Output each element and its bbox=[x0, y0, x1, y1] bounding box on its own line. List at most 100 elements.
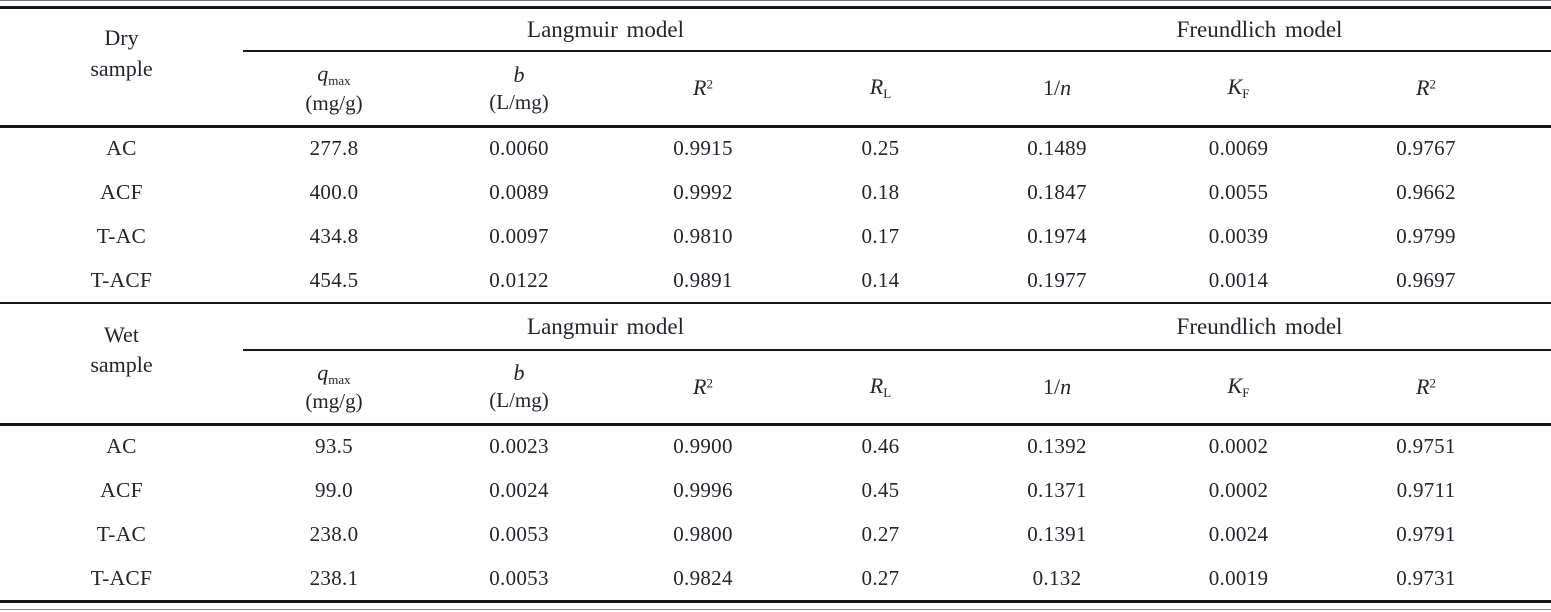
col-header-r2-freundlich: R2 bbox=[1331, 51, 1551, 128]
wet-sample-table: Wet sample Langmuir model Freundlich mod… bbox=[0, 304, 1551, 600]
dry-sample-table: Dry sample Langmuir model Freundlich mod… bbox=[0, 9, 1551, 302]
value-cell: 0.1392 bbox=[1027, 434, 1087, 459]
value-cell: 0.9767 bbox=[1396, 136, 1456, 161]
kf-subscript: F bbox=[1242, 86, 1250, 102]
value-cell: 0.27 bbox=[861, 521, 900, 546]
sample-label: AC bbox=[106, 434, 137, 459]
row-group-label-line2: sample bbox=[90, 55, 153, 81]
column-header-row: qmax (mg/g) b (L/mg) R2 RL 1/n KF R2 bbox=[0, 350, 1551, 426]
kf-subscript: F bbox=[1242, 384, 1250, 400]
col-header-kf: KF bbox=[1146, 350, 1331, 426]
col-header-1n: 1/n bbox=[968, 350, 1146, 426]
sample-label: ACF bbox=[100, 477, 143, 502]
value-cell: 0.18 bbox=[861, 179, 900, 204]
b-symbol: b bbox=[513, 61, 525, 87]
col-header-r2-freundlich: R2 bbox=[1331, 350, 1551, 426]
kf-symbol: K bbox=[1227, 74, 1243, 100]
qmax-subscript: max bbox=[328, 371, 351, 387]
value-cell: 0.9731 bbox=[1396, 565, 1456, 590]
value-cell: 238.1 bbox=[309, 565, 359, 590]
kf-symbol: K bbox=[1227, 372, 1243, 398]
value-cell: 0.0014 bbox=[1208, 267, 1269, 292]
value-cell: 0.0069 bbox=[1208, 136, 1269, 161]
sample-label: ACF bbox=[100, 179, 143, 204]
value-cell: 0.9751 bbox=[1396, 434, 1456, 459]
sample-label: AC bbox=[106, 136, 137, 161]
r2-symbol: R bbox=[1416, 75, 1430, 101]
r2-symbol: R bbox=[693, 373, 707, 399]
table-row: T-ACF 454.5 0.0122 0.9891 0.14 0.1977 0.0014 0.… bbox=[0, 258, 1551, 302]
qmax-subscript: max bbox=[328, 73, 351, 89]
r2-symbol: R bbox=[1416, 373, 1430, 399]
value-cell: 0.0023 bbox=[489, 434, 549, 459]
col-header-rl: RL bbox=[793, 51, 968, 128]
value-cell: 400.0 bbox=[309, 179, 359, 204]
n-symbol: n bbox=[1060, 373, 1072, 399]
col-header-r2-langmuir: R2 bbox=[613, 51, 793, 128]
group-header-langmuir: Langmuir model bbox=[243, 9, 968, 52]
group-header-freundlich: Freundlich model bbox=[968, 9, 1551, 52]
value-cell: 0.14 bbox=[861, 267, 900, 292]
r2-superscript: 2 bbox=[1429, 375, 1436, 391]
qmax-symbol: q bbox=[317, 61, 329, 87]
bottom-rule bbox=[0, 600, 1551, 603]
sample-label: T-ACF bbox=[90, 267, 153, 292]
value-cell: 0.0039 bbox=[1208, 223, 1269, 248]
value-cell: 0.9799 bbox=[1396, 223, 1456, 248]
column-header-row: qmax (mg/g) b (L/mg) R2 RL 1/n KF R2 bbox=[0, 51, 1551, 128]
rl-symbol: R bbox=[869, 372, 884, 398]
value-cell: 0.0024 bbox=[489, 477, 549, 502]
value-cell: 0.1391 bbox=[1027, 521, 1087, 546]
row-group-header-wet: Wet sample bbox=[0, 304, 243, 426]
qmax-unit: (mg/g) bbox=[305, 90, 363, 115]
row-group-label-line1: Dry bbox=[104, 25, 139, 51]
group-header-row: Dry sample Langmuir model Freundlich mod… bbox=[0, 9, 1551, 128]
table-row: ACF 99.0 0.0024 0.9996 0.45 0.1371 0.0002 0.971… bbox=[0, 468, 1551, 512]
rl-subscript: L bbox=[883, 86, 892, 102]
value-cell: 0.9711 bbox=[1396, 477, 1456, 502]
col-header-b: b (L/mg) bbox=[425, 51, 613, 128]
value-cell: 0.0089 bbox=[489, 179, 549, 204]
row-group-header-dry: Dry sample bbox=[0, 9, 243, 128]
b-symbol: b bbox=[513, 360, 525, 386]
value-cell: 93.5 bbox=[315, 434, 353, 459]
value-cell: 0.0060 bbox=[489, 136, 549, 161]
value-cell: 277.8 bbox=[309, 136, 359, 161]
value-cell: 0.9791 bbox=[1396, 521, 1456, 546]
top-rule bbox=[0, 6, 1551, 9]
value-cell: 454.5 bbox=[309, 267, 359, 292]
row-group-label-line2: sample bbox=[90, 352, 153, 378]
value-cell: 0.9996 bbox=[673, 477, 733, 502]
col-header-rl: RL bbox=[793, 350, 968, 426]
value-cell: 0.0122 bbox=[489, 267, 549, 292]
b-unit: (L/mg) bbox=[489, 89, 549, 114]
value-cell: 0.46 bbox=[861, 434, 900, 459]
r2-symbol: R bbox=[693, 75, 707, 101]
value-cell: 0.1847 bbox=[1027, 179, 1087, 204]
row-group-label-line1: Wet bbox=[104, 321, 139, 347]
bottom-thin-rule bbox=[0, 609, 1551, 610]
value-cell: 99.0 bbox=[315, 477, 353, 502]
value-cell: 0.9891 bbox=[673, 267, 733, 292]
value-cell: 0.9915 bbox=[673, 136, 733, 161]
sample-label: T-AC bbox=[96, 521, 147, 546]
section-divider-rule bbox=[0, 302, 1551, 304]
table-row: AC 277.8 0.0060 0.9915 0.25 0.1489 0.0069 0.976… bbox=[0, 126, 1551, 170]
qmax-symbol: q bbox=[317, 359, 329, 385]
wet-sample-rows: AC 93.5 0.0023 0.9900 0.46 0.1392 0.0002 0.9751… bbox=[0, 424, 1551, 600]
col-header-r2-langmuir: R2 bbox=[613, 350, 793, 426]
value-cell: 0.9824 bbox=[673, 565, 733, 590]
value-cell: 0.45 bbox=[861, 477, 900, 502]
value-cell: 238.0 bbox=[309, 521, 359, 546]
value-cell: 0.27 bbox=[861, 565, 900, 590]
r2-superscript: 2 bbox=[1429, 76, 1436, 92]
value-cell: 0.1489 bbox=[1027, 136, 1087, 161]
value-cell: 0.9697 bbox=[1396, 267, 1456, 292]
table-row: AC 93.5 0.0023 0.9900 0.46 0.1392 0.0002 0.9751 bbox=[0, 424, 1551, 468]
table-row: T-AC 238.0 0.0053 0.9800 0.27 0.1391 0.0024 0.9… bbox=[0, 512, 1551, 556]
value-cell: 0.25 bbox=[861, 136, 900, 161]
value-cell: 0.0024 bbox=[1208, 521, 1269, 546]
col-header-kf: KF bbox=[1146, 51, 1331, 128]
group-header-row: Wet sample Langmuir model Freundlich mod… bbox=[0, 304, 1551, 426]
